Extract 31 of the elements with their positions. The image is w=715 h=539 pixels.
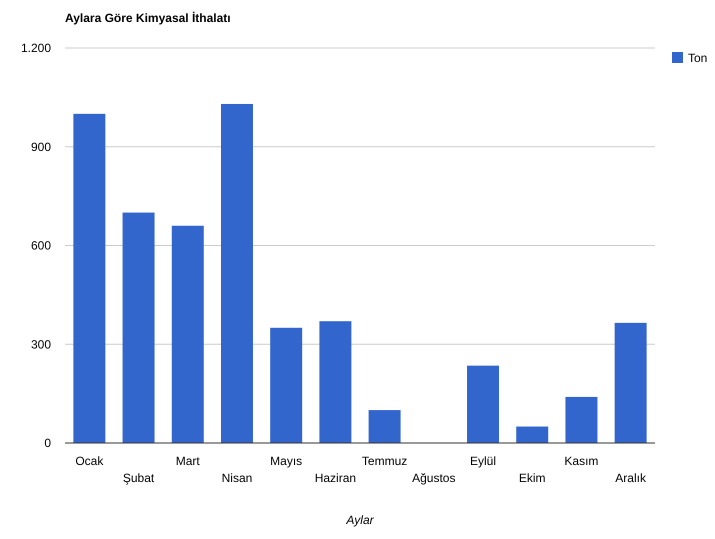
bar [319, 321, 352, 443]
x-tick-label: Ocak [75, 454, 104, 468]
bar [172, 226, 204, 443]
x-tick-label: Aralık [615, 471, 647, 485]
x-tick-label: Mart [176, 454, 200, 468]
x-tick-label: Ekim [518, 471, 546, 485]
y-tick-label: 900 [30, 140, 52, 154]
bar [614, 322, 647, 443]
y-tick-label: 600 [30, 238, 52, 253]
x-tick-label: Temmuz [362, 454, 408, 468]
chart-title: Aylara Göre Kimyasal İthalatı [65, 11, 231, 25]
x-tick-label: Kasım [564, 454, 598, 468]
legend-label: Ton [688, 51, 708, 65]
bar [516, 426, 548, 443]
bar [73, 114, 106, 443]
x-tick-label: Mayıs [270, 454, 302, 468]
y-tick-label: 0 [44, 436, 52, 450]
bar [467, 366, 500, 443]
bar [565, 396, 598, 443]
x-tick-label: Şubat [122, 471, 155, 485]
x-axis-title: Aylar [345, 513, 375, 527]
bar [122, 212, 155, 443]
x-tick-label: Nisan [222, 471, 252, 485]
x-tick-label: Eylül [470, 454, 496, 468]
bar [270, 328, 302, 443]
y-tick-label: 1.200 [20, 41, 52, 56]
x-tick-label: Ağustos [412, 471, 456, 485]
x-tick-label: Haziran [314, 471, 356, 485]
bar [368, 410, 401, 443]
y-tick-label: 300 [30, 337, 52, 352]
bar [220, 104, 253, 443]
